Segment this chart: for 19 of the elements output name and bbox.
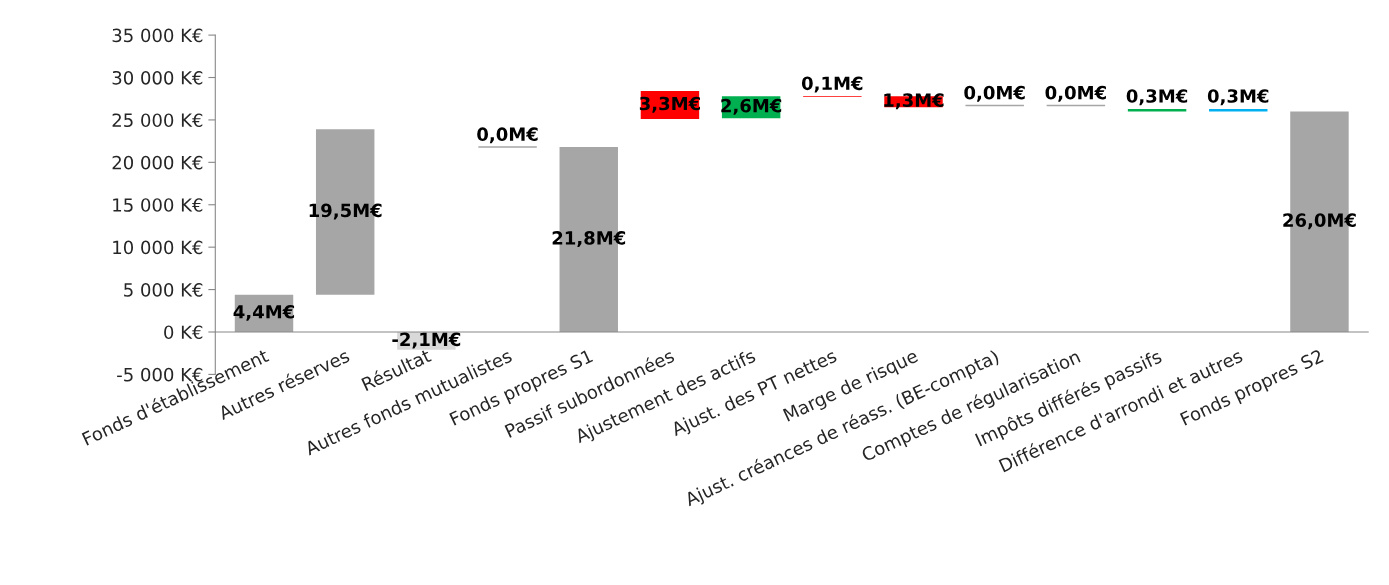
data-label: 0,3M€: [1207, 89, 1269, 106]
y-tick-label: 5 000 K€: [124, 283, 203, 297]
data-label: 19,5M€: [309, 203, 382, 220]
data-label: 0,0M€: [1045, 85, 1106, 102]
y-tick-label: 15 000 K€: [113, 198, 203, 212]
data-label: 21,8M€: [552, 231, 626, 248]
data-label: 0,1M€: [801, 76, 863, 93]
data-label: 0,0M€: [964, 85, 1025, 102]
y-tick-label: 20 000 K€: [112, 155, 203, 170]
data-label: 4,4M€: [233, 304, 295, 321]
y-tick-label: 25 000 K€: [112, 113, 203, 128]
data-label: 26,0M€: [1283, 213, 1356, 230]
data-label: 0,3M€: [1126, 89, 1188, 106]
y-tick-label: 10 000 K€: [113, 240, 203, 255]
data-label: 0,0M€: [477, 127, 538, 144]
y-tick-label: 30 000 K€: [112, 70, 203, 85]
y-tick-label: 0 K€: [164, 325, 203, 340]
data-label: -2,1M€: [392, 332, 461, 349]
y-tick-label: 35 000 K€: [112, 28, 203, 43]
